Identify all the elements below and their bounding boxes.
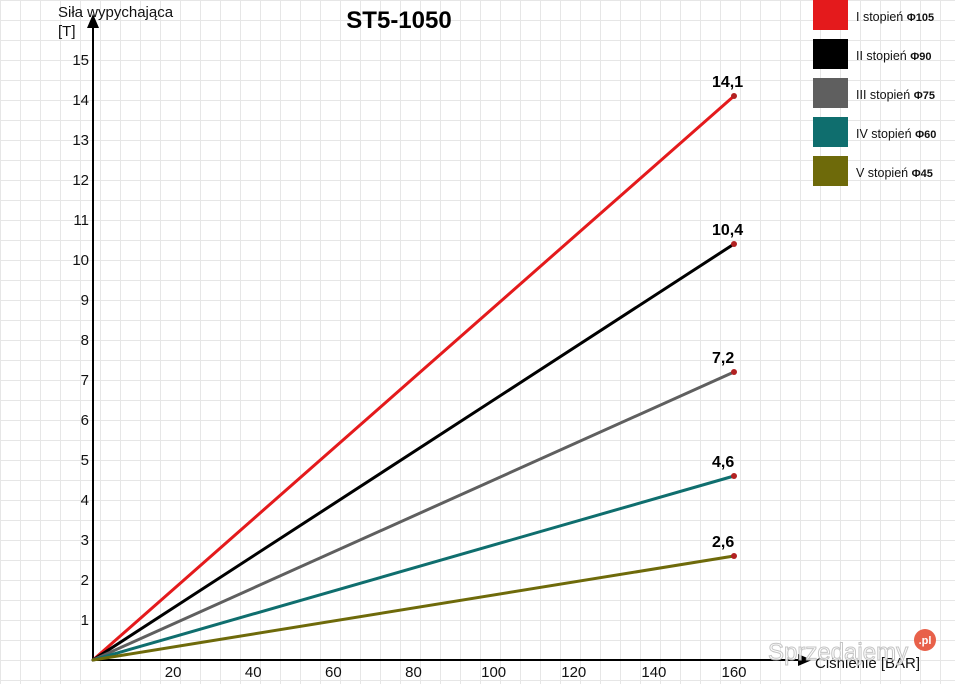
x-axis-arrowhead: [798, 654, 812, 666]
watermark: Sprzedajemy .pl: [768, 629, 936, 667]
x-tick-label: 100: [481, 664, 506, 681]
chart-title: ST5-1050: [346, 7, 451, 34]
x-tick-label: 80: [405, 664, 422, 681]
legend-label-4: IV stopień Φ60: [856, 127, 936, 141]
y-tick-label: 8: [81, 332, 89, 349]
y-tick-label: 10: [72, 252, 89, 269]
series-end-point-2: [731, 241, 737, 247]
y-tick-label: 13: [72, 132, 89, 149]
series-line-5: [91, 554, 736, 662]
data-label-1: 14,1: [712, 74, 743, 91]
x-tick-label: 60: [325, 664, 342, 681]
y-tick-label: 2: [81, 572, 89, 589]
data-label-2: 10,4: [712, 222, 743, 239]
watermark-badge: [914, 629, 936, 651]
y-tick-label: 12: [72, 172, 89, 189]
legend-label-3: III stopień Φ75: [856, 88, 935, 102]
legend-swatch-3: [813, 78, 848, 108]
legend-label-5: V stopień Φ45: [856, 166, 933, 180]
data-label-3: 7,2: [712, 350, 734, 367]
y-axis-title-line2: [T]: [58, 23, 76, 40]
series-end-point-1: [731, 93, 737, 99]
y-tick-label: 9: [81, 292, 89, 309]
series-end-point-5: [731, 553, 737, 559]
watermark-text: Sprzedajemy: [768, 639, 908, 666]
y-axis-arrowhead: [87, 14, 99, 28]
legend-label-1: I stopień Φ105: [856, 10, 934, 24]
y-tick-label: 14: [72, 92, 89, 109]
legend-swatch-5: [813, 156, 848, 186]
data-label-5: 2,6: [712, 534, 734, 551]
x-tick-label: 20: [165, 664, 182, 681]
x-tick-label: 40: [245, 664, 262, 681]
series-end-point-3: [731, 369, 737, 375]
series-line-4: [91, 474, 736, 662]
x-tick-label: 160: [721, 664, 746, 681]
x-axis-title: Ciśnienie [BAR]: [815, 655, 920, 672]
legend-swatch-4: [813, 117, 848, 147]
axes: [87, 14, 812, 666]
series-lines: [91, 93, 737, 662]
y-tick-label: 5: [81, 452, 89, 469]
x-tick-label: 140: [641, 664, 666, 681]
data-label-4: 4,6: [712, 454, 734, 471]
y-tick-label: 11: [73, 212, 89, 229]
y-tick-label: 1: [81, 612, 89, 629]
legend: I stopień Φ105 II stopień Φ90 III stopień …: [813, 0, 936, 186]
x-tick-label: 120: [561, 664, 586, 681]
legend-label-2: II stopień Φ90: [856, 49, 931, 63]
y-tick-label: 6: [81, 412, 89, 429]
series-line-2: [91, 242, 736, 662]
watermark-badge-text: .pl: [919, 635, 932, 647]
legend-swatch-2: [813, 39, 848, 69]
series-end-point-4: [731, 473, 737, 479]
series-line-3: [91, 370, 736, 662]
y-tick-label: 4: [81, 492, 89, 509]
series-line-1: [91, 94, 736, 662]
tick-labels: 20 40 60 80 100 120 140 16012345678910111213141…: [72, 52, 746, 681]
y-axis-title-line1: Siła wypychająca: [58, 4, 174, 21]
y-tick-label: 7: [81, 372, 89, 389]
end-labels: 14,1 10,4 7,2 4,6 2,6: [712, 74, 743, 551]
legend-swatch-1: [813, 0, 848, 30]
y-tick-label: 15: [72, 52, 89, 69]
y-tick-label: 3: [81, 532, 89, 549]
